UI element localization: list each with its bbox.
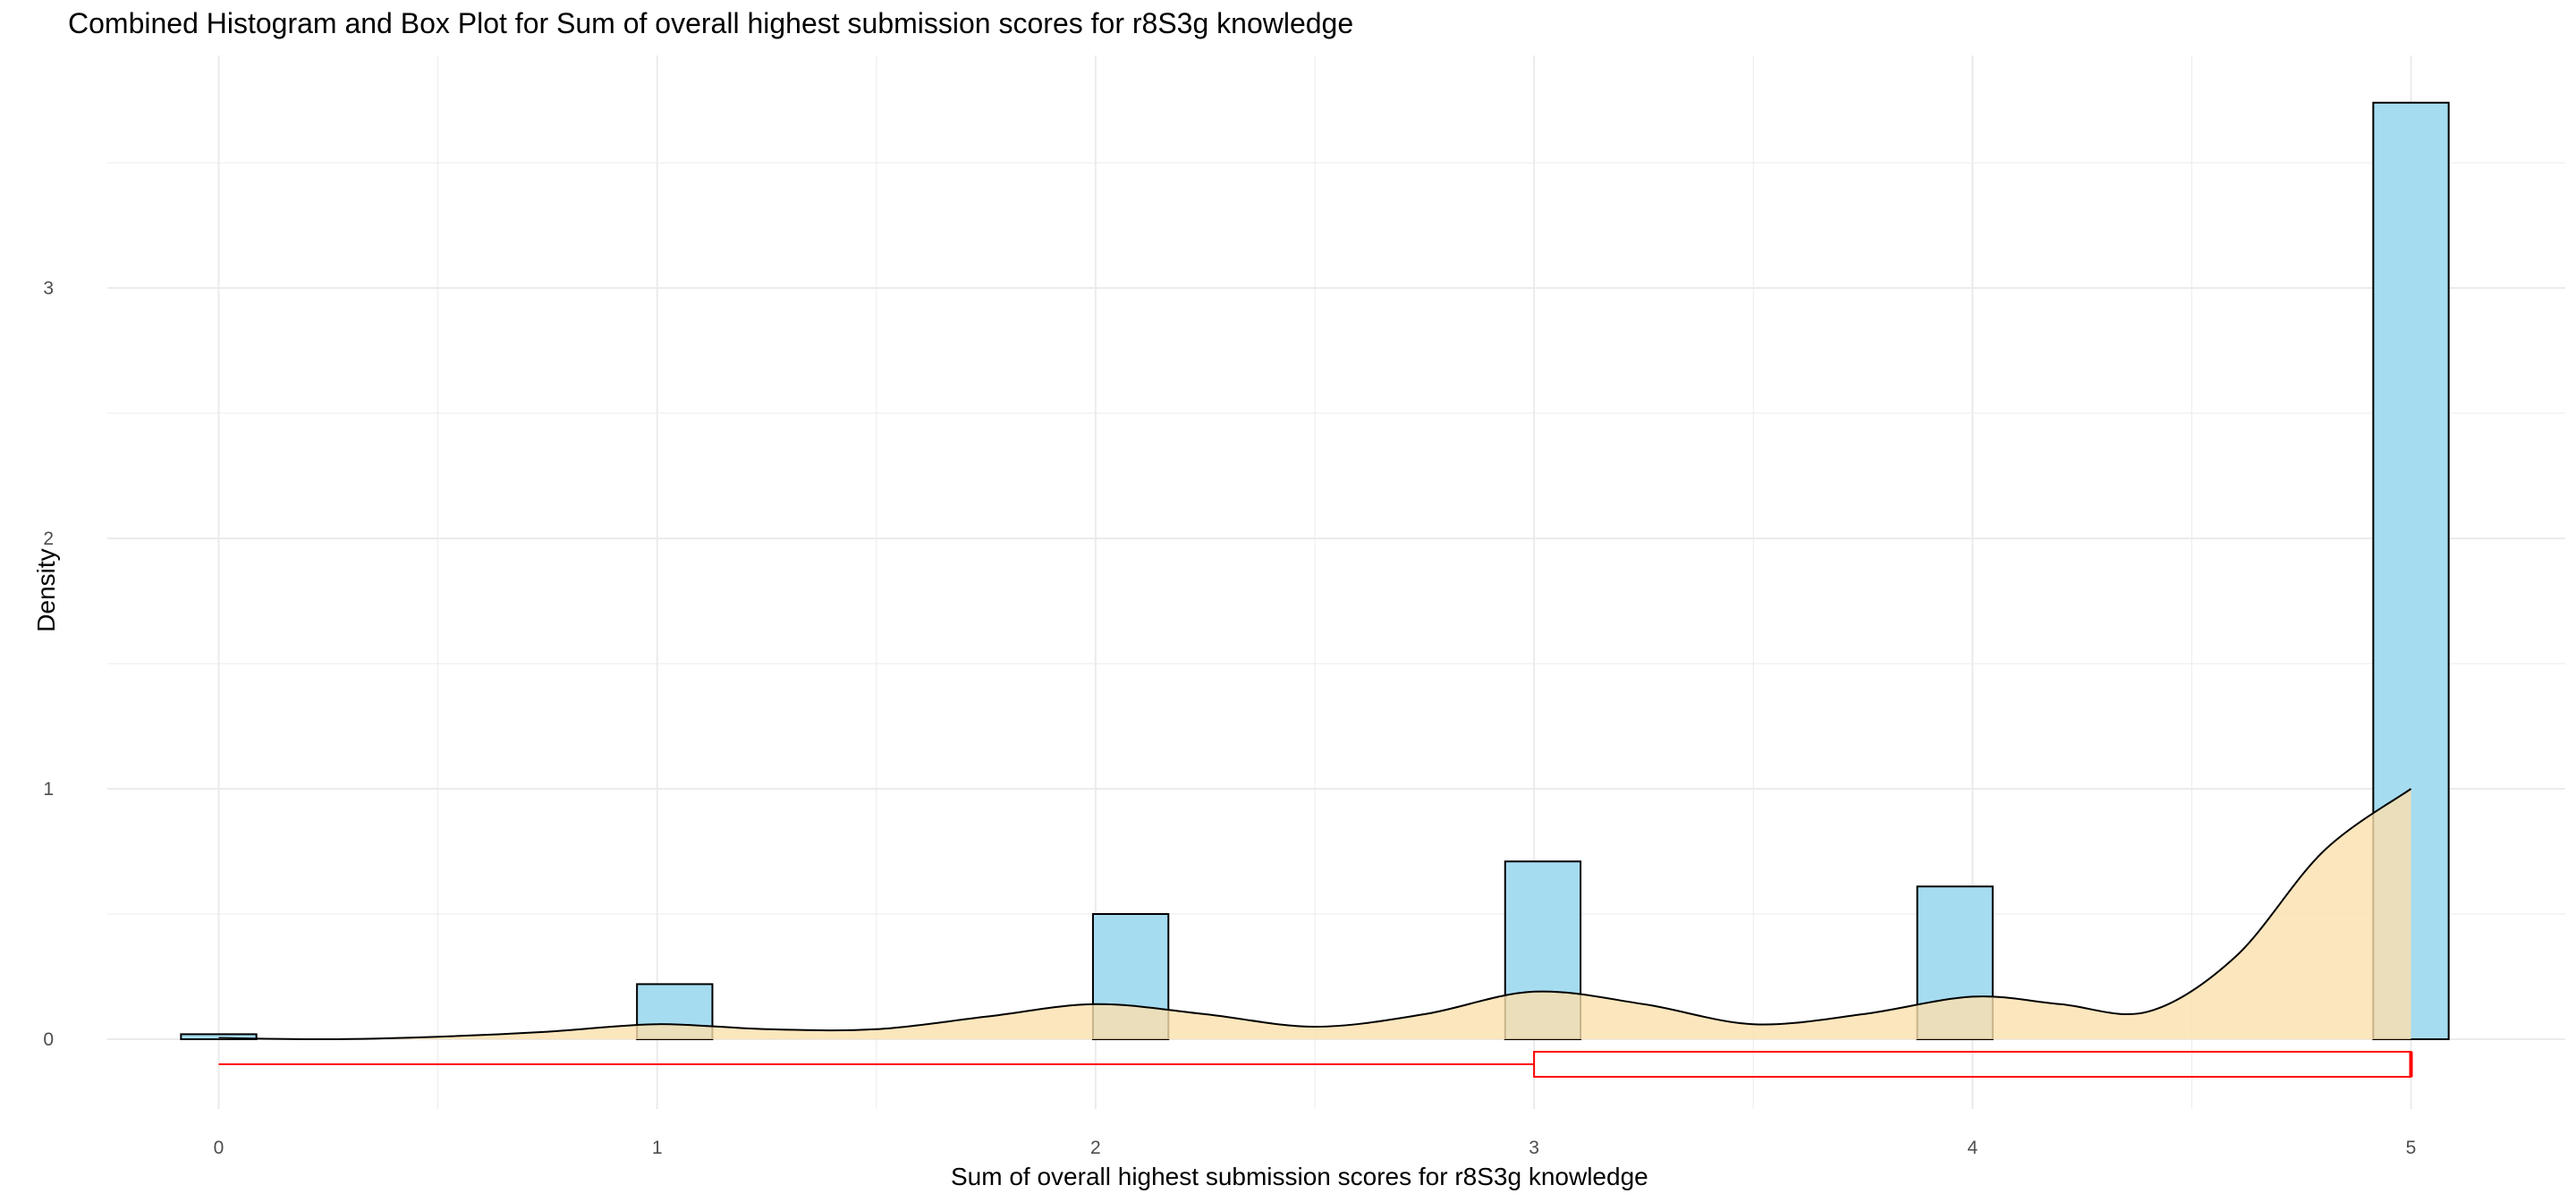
x-axis-label: Sum of overall highest submission scores…: [951, 1163, 1648, 1190]
tick-labels: 0 1 2 3 4 5 0 1 2 3: [43, 278, 2416, 1158]
x-tick-label: 5: [2406, 1138, 2417, 1158]
density-line: [218, 788, 2412, 1041]
density-curve: [218, 788, 2412, 1041]
x-tick-label: 3: [1529, 1138, 1539, 1158]
x-tick-label: 1: [652, 1138, 663, 1158]
boxplot: [218, 1051, 2413, 1078]
x-tick-label: 0: [214, 1138, 225, 1158]
y-tick-label: 0: [43, 1029, 54, 1050]
y-tick-label: 2: [43, 529, 54, 549]
x-tick-label: 2: [1090, 1138, 1101, 1158]
y-tick-label: 3: [43, 278, 54, 299]
chart-title: Combined Histogram and Box Plot for Sum …: [68, 7, 1354, 39]
y-tick-label: 1: [43, 779, 54, 800]
grid-lines: [107, 55, 2565, 1109]
x-tick-label: 4: [1967, 1138, 1978, 1158]
density-area: [218, 789, 2411, 1040]
